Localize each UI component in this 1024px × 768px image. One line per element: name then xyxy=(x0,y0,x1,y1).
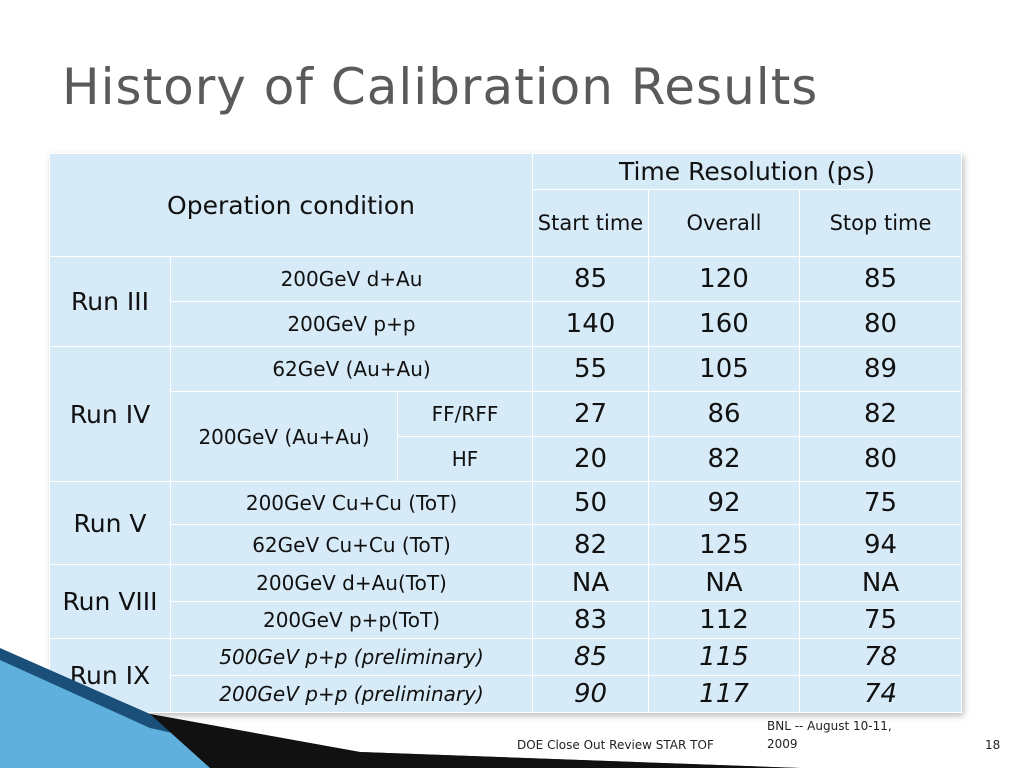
stop-time-value: 75 xyxy=(799,481,962,525)
stop-time-value: 89 xyxy=(799,346,962,392)
start-time-value: 50 xyxy=(532,481,649,525)
stop-time-value: 85 xyxy=(799,256,962,302)
overall-value: NA xyxy=(648,564,800,602)
stop-time-value: 80 xyxy=(799,301,962,347)
start-time-value: NA xyxy=(532,564,649,602)
stop-time-value: 74 xyxy=(799,675,962,713)
footer-presentation-title: DOE Close Out Review STAR TOF xyxy=(517,738,714,752)
start-time-value: 85 xyxy=(532,256,649,302)
swoosh-black xyxy=(150,714,800,768)
table-row: Run VIII 200GeV d+Au(ToT) NA NA NA xyxy=(49,564,962,639)
overall-value: 125 xyxy=(648,524,800,565)
slide-title: History of Calibration Results xyxy=(62,58,819,116)
table-row: Run V 200GeV Cu+Cu (ToT) 50 92 75 xyxy=(49,481,962,565)
overall-value: 82 xyxy=(648,436,800,482)
overall-value: 105 xyxy=(648,346,800,392)
condition-cell: 200GeV p+p(ToT) xyxy=(170,601,533,639)
condition-cell: 200GeV p+p xyxy=(170,301,533,347)
start-time-value: 82 xyxy=(532,524,649,565)
header-row-1: Operation condition Time Resolution (ps) xyxy=(49,153,962,257)
header-overall: Overall xyxy=(648,189,800,257)
overall-value: 160 xyxy=(648,301,800,347)
stop-time-value: 75 xyxy=(799,601,962,639)
header-start-time: Start time xyxy=(532,189,649,257)
stop-time-value: 82 xyxy=(799,391,962,437)
table-row: HF 20 82 80 xyxy=(50,436,962,482)
run-label: Run IV xyxy=(49,346,171,482)
overall-value: 86 xyxy=(648,391,800,437)
table-row: Run IV 62GeV (Au+Au) 55 105 89 xyxy=(49,346,962,482)
run-label: Run VIII xyxy=(49,564,171,639)
decorative-swoosh xyxy=(0,648,800,768)
start-time-value: 20 xyxy=(532,436,649,482)
header-row-2: Start time Overall Stop time xyxy=(50,189,962,257)
table-row: 200GeV p+p(ToT) 83 112 75 xyxy=(50,601,962,639)
condition-cell: 62GeV (Au+Au) xyxy=(170,346,533,392)
stop-time-value: NA xyxy=(799,564,962,602)
table-row: 200GeV p+p (preliminary) 90 117 74 xyxy=(50,675,962,713)
header-operation-condition: Operation condition xyxy=(49,153,533,257)
start-time-value: 85 xyxy=(532,638,649,676)
start-time-value: 27 xyxy=(532,391,649,437)
overall-value: 120 xyxy=(648,256,800,302)
condition-cell: 200GeV d+Au(ToT) xyxy=(170,564,533,602)
table-row: 62GeV Cu+Cu (ToT) 82 125 94 xyxy=(50,524,962,565)
condition-cell: 62GeV Cu+Cu (ToT) xyxy=(170,524,533,565)
footer-event-line1: BNL -- August 10-11, xyxy=(767,719,892,733)
condition-cell: 200GeV Cu+Cu (ToT) xyxy=(170,481,533,525)
stop-time-value: 78 xyxy=(799,638,962,676)
run-label: Run V xyxy=(49,481,171,565)
condition-cell: 200GeV d+Au xyxy=(170,256,533,302)
stop-time-value: 80 xyxy=(799,436,962,482)
start-time-value: 83 xyxy=(532,601,649,639)
footer-page-number: 18 xyxy=(985,738,1001,752)
overall-value: 115 xyxy=(648,638,800,676)
calibration-table: Operation condition Time Resolution (ps)… xyxy=(49,153,962,713)
condition-cell: 200GeV (Au+Au) xyxy=(170,391,398,482)
start-time-value: 140 xyxy=(532,301,649,347)
condition-cell-preliminary: 200GeV p+p (preliminary) xyxy=(170,675,533,713)
start-time-value: 55 xyxy=(532,346,649,392)
overall-value: 92 xyxy=(648,481,800,525)
sub-condition-cell: HF xyxy=(397,436,533,482)
header-time-resolution: Time Resolution (ps) xyxy=(532,153,962,190)
footer-event-line2: 2009 xyxy=(767,737,798,751)
table-row: Run III 200GeV d+Au 85 120 85 xyxy=(49,256,962,347)
condition-cell-preliminary: 500GeV p+p (preliminary) xyxy=(170,638,533,676)
sub-condition-cell: FF/RFF xyxy=(397,391,533,437)
table-row: Run IX 500GeV p+p (preliminary) 85 115 7… xyxy=(49,638,962,713)
table-row: 200GeV p+p 140 160 80 xyxy=(50,301,962,347)
overall-value: 117 xyxy=(648,675,800,713)
header-stop-time: Stop time xyxy=(799,189,962,257)
swoosh-light xyxy=(0,660,330,768)
stop-time-value: 94 xyxy=(799,524,962,565)
table-row: 200GeV (Au+Au) FF/RFF 27 86 82 xyxy=(50,391,962,482)
overall-value: 112 xyxy=(648,601,800,639)
run-label: Run III xyxy=(49,256,171,347)
